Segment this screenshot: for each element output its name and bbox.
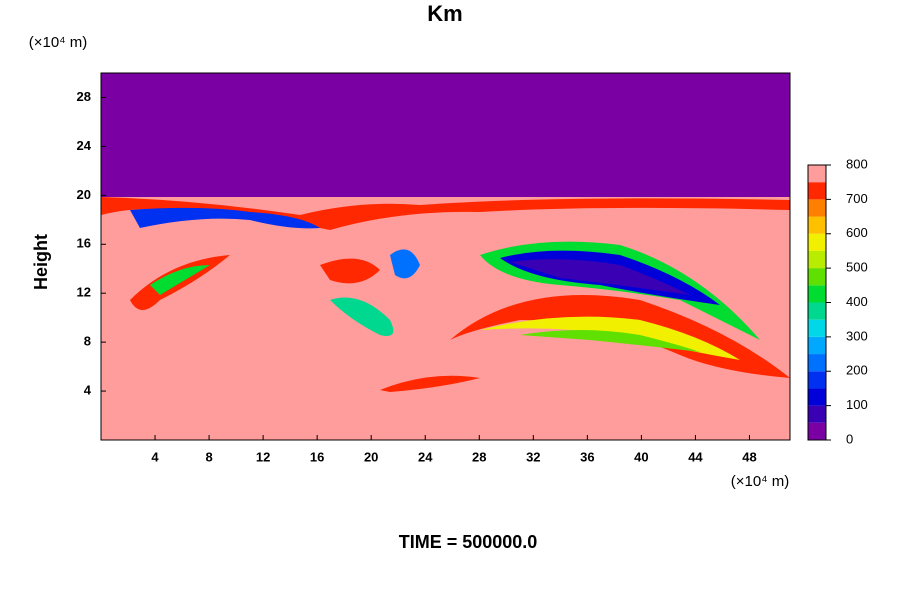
y-tick-label: 28 <box>77 89 91 104</box>
y-tick-label: 24 <box>77 138 92 153</box>
x-tick-label: 40 <box>634 449 648 464</box>
colorbar-band <box>808 268 826 286</box>
x-tick-label: 48 <box>742 449 756 464</box>
x-tick-label: 20 <box>364 449 378 464</box>
y-unit-label: (×10⁴ m) <box>29 34 88 51</box>
colorbar-band <box>808 250 826 269</box>
contour-field <box>101 73 790 440</box>
colorbar-tick-label: 400 <box>846 294 868 309</box>
x-tick-label: 16 <box>310 449 324 464</box>
colorbar-band <box>808 199 826 217</box>
colorbar-band <box>808 182 826 200</box>
colorbar-band <box>808 216 826 234</box>
colorbar-band <box>808 319 826 337</box>
x-tick-label: 32 <box>526 449 540 464</box>
colorbar-tick-label: 300 <box>846 328 868 343</box>
colorbar-band <box>808 302 826 320</box>
colorbar-band <box>808 285 826 303</box>
x-tick-label: 12 <box>256 449 270 464</box>
colorbar-tick-label: 700 <box>846 191 868 206</box>
colorbar-band <box>808 371 826 389</box>
y-tick-label: 12 <box>77 285 91 300</box>
colorbar-band <box>808 165 826 183</box>
x-tick-label: 44 <box>688 449 703 464</box>
colorbar-band <box>808 405 826 423</box>
colorbar-band <box>808 233 826 251</box>
y-axis-label: Height <box>31 234 51 290</box>
colorbar-band <box>808 354 826 372</box>
x-tick-label: 36 <box>580 449 594 464</box>
y-tick-label: 16 <box>77 236 91 251</box>
x-tick-label: 24 <box>418 449 433 464</box>
colorbar-band <box>808 422 826 440</box>
y-tick-label: 20 <box>77 187 91 202</box>
x-tick-label: 8 <box>205 449 212 464</box>
x-tick-label: 28 <box>472 449 486 464</box>
colorbar-tick-label: 800 <box>846 156 868 171</box>
colorbar-tick-label: 500 <box>846 260 868 275</box>
colorbar-tick-label: 100 <box>846 397 868 412</box>
footer: TIME = 500000.0 <box>399 532 538 552</box>
colorbar-band <box>808 336 826 355</box>
chart-title: Km <box>427 1 462 26</box>
colorbar-band <box>808 388 826 406</box>
y-tick-label: 4 <box>84 383 92 398</box>
y-tick-label: 8 <box>84 334 91 349</box>
plot-frame <box>100 72 791 441</box>
x-unit-label: (×10⁴ m) <box>731 473 790 490</box>
x-tick-label: 4 <box>151 449 159 464</box>
colorbar-tick-label: 600 <box>846 225 868 240</box>
colorbar-tick-label: 200 <box>846 363 868 378</box>
colorbar-tick-label: 0 <box>846 431 853 446</box>
